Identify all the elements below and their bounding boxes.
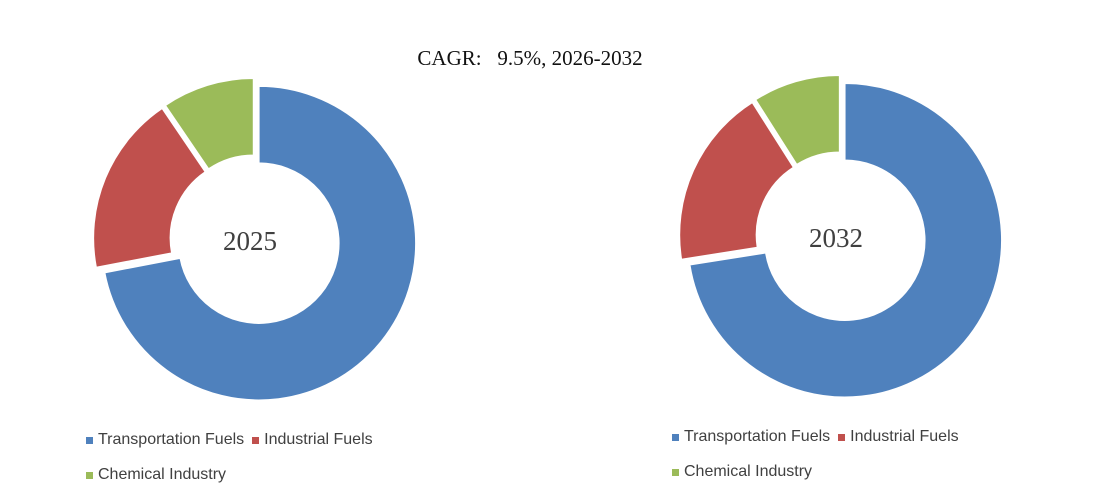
- legend-swatch: [838, 433, 846, 441]
- donut-slice-chemical-industry: [754, 74, 841, 166]
- legend-item-industrial-fuels: Industrial Fuels: [252, 431, 373, 449]
- legend-row: Transportation Fuels Industrial Fuels: [672, 428, 967, 446]
- legend-row: Chemical Industry: [86, 466, 234, 484]
- legend-label: Industrial Fuels: [850, 428, 959, 445]
- donut-center-label: 2025: [223, 226, 277, 256]
- legend-label: Industrial Fuels: [264, 431, 373, 448]
- legend-row: Transportation Fuels Industrial Fuels: [86, 431, 381, 449]
- legend-swatch: [672, 433, 679, 441]
- legend-item-chemical-industry: Chemical Industry: [672, 463, 812, 481]
- donut-chart-2032: 2032: [678, 74, 1003, 398]
- legend-swatch: [86, 436, 93, 444]
- legend-row: Chemical Industry: [672, 463, 820, 481]
- legend-label: Transportation Fuels: [684, 428, 831, 445]
- legend-swatch: [672, 468, 679, 476]
- cagr-title: CAGR: 9.5%, 2026-2032: [0, 46, 1060, 71]
- legend-item-transportation-fuels: Transportation Fuels: [672, 428, 830, 446]
- legend-swatch: [86, 471, 93, 479]
- donut-chart-2025: 2025: [92, 77, 417, 401]
- legend-label: Chemical Industry: [684, 463, 813, 480]
- donut-center-label: 2032: [809, 223, 863, 253]
- cagr-prefix: CAGR:: [417, 46, 482, 70]
- legend-item-chemical-industry: Chemical Industry: [86, 466, 226, 484]
- cagr-value: 9.5%, 2026-2032: [497, 46, 643, 70]
- legend-swatch: [252, 436, 260, 444]
- donut-slice-industrial-fuels: [678, 101, 795, 261]
- donut-slice-industrial-fuels: [92, 107, 207, 269]
- donut-slice-chemical-industry: [164, 77, 255, 171]
- legend-label: Transportation Fuels: [98, 431, 245, 448]
- legend-item-industrial-fuels: Industrial Fuels: [838, 428, 959, 446]
- legend-item-transportation-fuels: Transportation Fuels: [86, 431, 244, 449]
- donut-slice-transportation-fuels: [688, 82, 1003, 398]
- donut-slice-transportation-fuels: [103, 85, 417, 401]
- legend-label: Chemical Industry: [98, 466, 227, 483]
